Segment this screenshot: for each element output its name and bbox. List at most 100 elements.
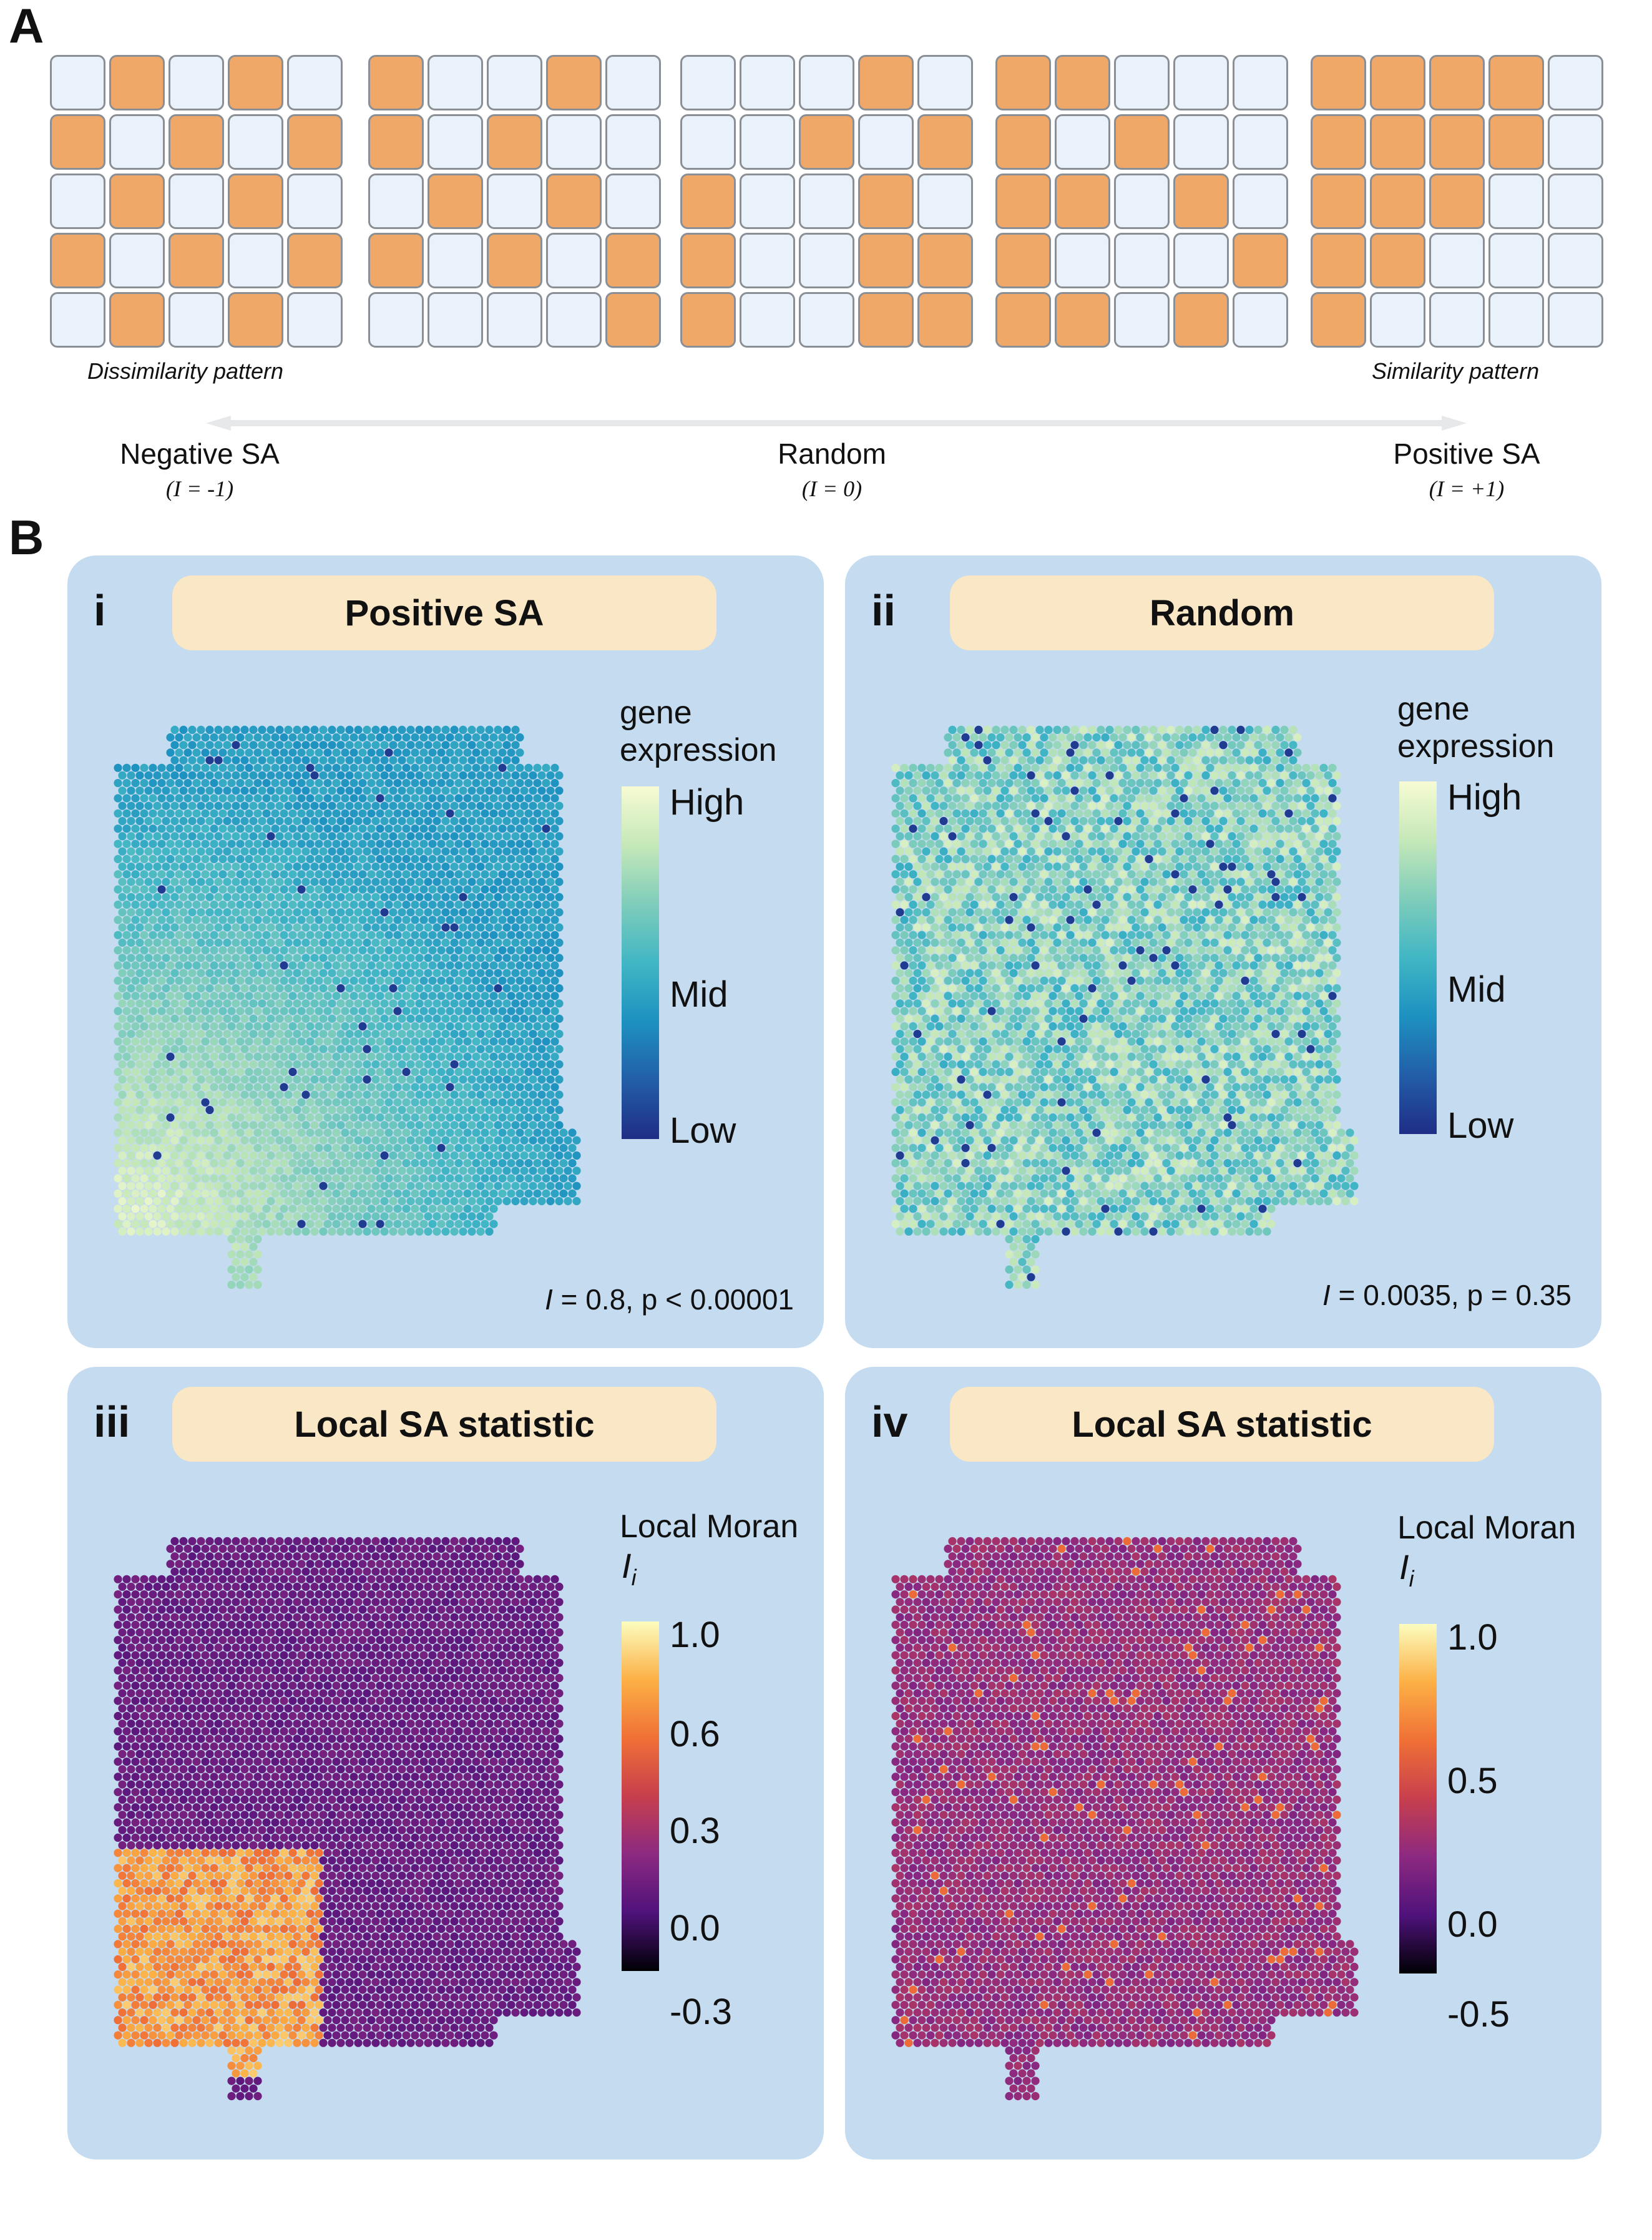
legend-symbol: Ii [622, 1546, 637, 1591]
spatial-map-positive [114, 725, 581, 1289]
grid-cell [1429, 174, 1485, 229]
grid-cell [740, 233, 795, 288]
panel-b-letter: B [9, 510, 44, 565]
pattern-grid [50, 55, 343, 348]
grid-cell [50, 114, 105, 170]
moran-statistic: I = 0.8, p < 0.00001 [545, 1283, 794, 1316]
grid-cell [680, 292, 736, 348]
grid-cell [228, 114, 283, 170]
grid-cell [1055, 292, 1110, 348]
grid-cell [368, 114, 424, 170]
similarity-pattern-label: Similarity pattern [1372, 358, 1540, 384]
grid-cell [428, 233, 483, 288]
grid-cell [1311, 114, 1366, 170]
grid-cell [487, 233, 542, 288]
card-title-random: Random [950, 575, 1494, 650]
grid-cell [368, 174, 424, 229]
card-title-local-sa: Local SA statistic [172, 1387, 716, 1462]
grid-cell [680, 55, 736, 110]
grid-cell [1370, 55, 1425, 110]
grid-cell [228, 292, 283, 348]
grid-cell [546, 114, 602, 170]
gene-expression-colorbar [622, 786, 659, 1139]
grid-cell [287, 174, 343, 229]
grid-cell [605, 233, 661, 288]
legend-title: gene expression [620, 695, 777, 768]
grid-cell [1173, 114, 1229, 170]
grid-cell [1370, 114, 1425, 170]
grid-cell [1311, 55, 1366, 110]
grid-cell [109, 233, 165, 288]
random-value: (I = 0) [801, 476, 863, 501]
grid-cell [169, 174, 224, 229]
grid-cell [1548, 292, 1603, 348]
tick-neg-0-3: -0.3 [670, 1992, 732, 2032]
grid-cell [109, 292, 165, 348]
card-roman-iv: iv [871, 1397, 908, 1446]
card-title-positive-sa: Positive SA [172, 575, 716, 650]
card-local-sa-positive: iii Local SA statistic Local Moran Ii 1.… [67, 1367, 824, 2159]
grid-cell [858, 55, 914, 110]
pattern-grid [995, 55, 1288, 348]
grid-cell [169, 292, 224, 348]
grid-cell [368, 55, 424, 110]
grid-cell [1233, 174, 1288, 229]
card-random: ii Random gene expression High Mid Low I… [845, 555, 1601, 1348]
card-roman-iii: iii [94, 1397, 130, 1446]
grid-cell [1548, 114, 1603, 170]
tick-0-5: 0.5 [1447, 1761, 1498, 1801]
tick-mid: Mid [670, 974, 728, 1015]
grid-cell [858, 174, 914, 229]
stat-text: = 0.8, p < 0.00001 [552, 1283, 794, 1316]
grid-cell [1055, 174, 1110, 229]
positive-sa-value: (I = +1) [1429, 476, 1505, 501]
grid-cell [1370, 292, 1425, 348]
grid-cell [1488, 114, 1544, 170]
grid-cell [428, 55, 483, 110]
pattern-grids [50, 55, 1603, 355]
grid-cell [287, 114, 343, 170]
panel-a-letter: A [9, 0, 44, 53]
grid-cell [740, 174, 795, 229]
grid-cell [368, 292, 424, 348]
grid-cell [287, 55, 343, 110]
grid-cell [799, 114, 854, 170]
grid-cell [1548, 233, 1603, 288]
legend-title: gene expression [1397, 691, 1555, 765]
grid-cell [1429, 233, 1485, 288]
grid-cell [740, 55, 795, 110]
grid-cell [1114, 292, 1170, 348]
grid-cell [50, 233, 105, 288]
grid-cell [109, 55, 165, 110]
grid-cell [799, 233, 854, 288]
grid-cell [1114, 55, 1170, 110]
grid-cell [917, 233, 973, 288]
tick-0-3: 0.3 [670, 1811, 720, 1851]
grid-cell [487, 292, 542, 348]
grid-cell [169, 114, 224, 170]
tick-0-0: 0.0 [1447, 1904, 1498, 1945]
card-roman-i: i [94, 586, 106, 635]
grid-cell [1055, 233, 1110, 288]
grid-cell [1548, 174, 1603, 229]
grid-cell [487, 174, 542, 229]
grid-cell [1488, 233, 1544, 288]
grid-cell [858, 233, 914, 288]
grid-cell [228, 55, 283, 110]
grid-cell [50, 292, 105, 348]
tick-mid: Mid [1447, 969, 1506, 1010]
gene-expression-colorbar [1399, 781, 1437, 1134]
grid-cell [1173, 233, 1229, 288]
grid-cell [546, 174, 602, 229]
grid-cell [487, 114, 542, 170]
grid-cell [1233, 55, 1288, 110]
grid-cell [1055, 55, 1110, 110]
grid-cell [1114, 233, 1170, 288]
grid-cell [1173, 174, 1229, 229]
grid-cell [917, 292, 973, 348]
legend-title: Local Moran [620, 1509, 799, 1545]
grid-cell [1114, 114, 1170, 170]
sa-scale-arrow [206, 416, 1467, 431]
grid-cell [1488, 292, 1544, 348]
local-moran-map-random [891, 1537, 1359, 2101]
